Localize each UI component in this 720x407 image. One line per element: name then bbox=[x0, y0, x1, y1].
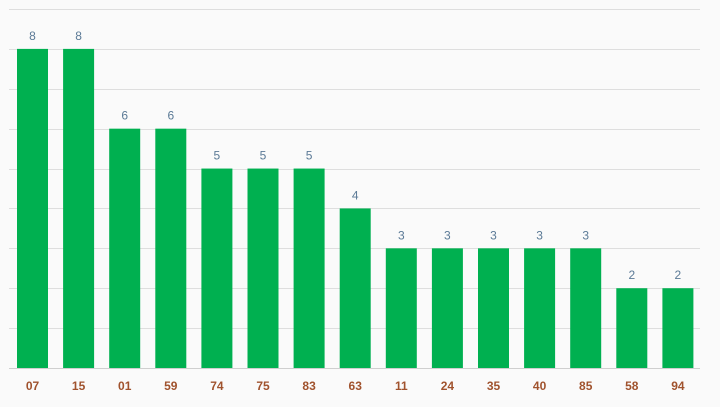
x-tick-label-58: 58 bbox=[625, 379, 639, 393]
data-label-07: 8 bbox=[29, 29, 36, 43]
x-tick-label-01: 01 bbox=[118, 379, 132, 393]
bar-85 bbox=[570, 248, 602, 368]
bar-74 bbox=[201, 168, 233, 368]
bar-15 bbox=[63, 48, 95, 369]
x-tick-label-85: 85 bbox=[579, 379, 593, 393]
x-tick-label-74: 74 bbox=[210, 379, 224, 393]
bar-83 bbox=[293, 168, 325, 368]
data-label-63: 4 bbox=[352, 188, 359, 202]
data-label-40: 3 bbox=[536, 228, 543, 242]
data-label-11: 3 bbox=[398, 228, 405, 242]
data-label-15: 8 bbox=[75, 29, 82, 43]
bar-11 bbox=[385, 248, 417, 368]
x-tick-label-94: 94 bbox=[671, 379, 685, 393]
bar-24 bbox=[431, 248, 463, 368]
x-tick-label-15: 15 bbox=[72, 379, 86, 393]
x-tick-label-75: 75 bbox=[256, 379, 270, 393]
bar-94 bbox=[662, 288, 694, 368]
x-tick-label-07: 07 bbox=[26, 379, 40, 393]
bar-59 bbox=[155, 128, 187, 368]
bar-35 bbox=[478, 248, 509, 368]
x-tick-label-35: 35 bbox=[487, 379, 501, 393]
data-labels: 8 8 6 6 5 5 5 4 3 3 3 3 3 2 2 bbox=[29, 29, 681, 282]
data-label-94: 2 bbox=[675, 268, 682, 282]
data-label-59: 6 bbox=[167, 109, 174, 123]
bars bbox=[17, 48, 694, 369]
data-label-75: 5 bbox=[260, 149, 267, 163]
data-label-83: 5 bbox=[306, 149, 313, 163]
bar-07 bbox=[17, 48, 48, 369]
bar-75 bbox=[247, 168, 279, 368]
data-label-58: 2 bbox=[628, 268, 635, 282]
data-label-01: 6 bbox=[121, 109, 128, 123]
bar-63 bbox=[339, 208, 371, 368]
data-label-74: 5 bbox=[214, 149, 221, 163]
data-label-24: 3 bbox=[444, 228, 451, 242]
x-tick-label-11: 11 bbox=[395, 379, 408, 393]
data-label-35: 3 bbox=[490, 228, 497, 242]
x-tick-label-63: 63 bbox=[349, 379, 363, 393]
x-tick-label-24: 24 bbox=[441, 379, 455, 393]
data-label-85: 3 bbox=[582, 228, 589, 242]
bar-01 bbox=[109, 128, 141, 368]
x-tick-labels: 07 15 01 59 74 75 83 63 11 24 35 40 85 58 94 bbox=[26, 379, 685, 393]
x-tick-label-59: 59 bbox=[164, 379, 178, 393]
x-tick-label-83: 83 bbox=[302, 379, 316, 393]
x-tick-label-40: 40 bbox=[533, 379, 547, 393]
bar-58 bbox=[616, 288, 648, 368]
bar-40 bbox=[524, 248, 556, 368]
